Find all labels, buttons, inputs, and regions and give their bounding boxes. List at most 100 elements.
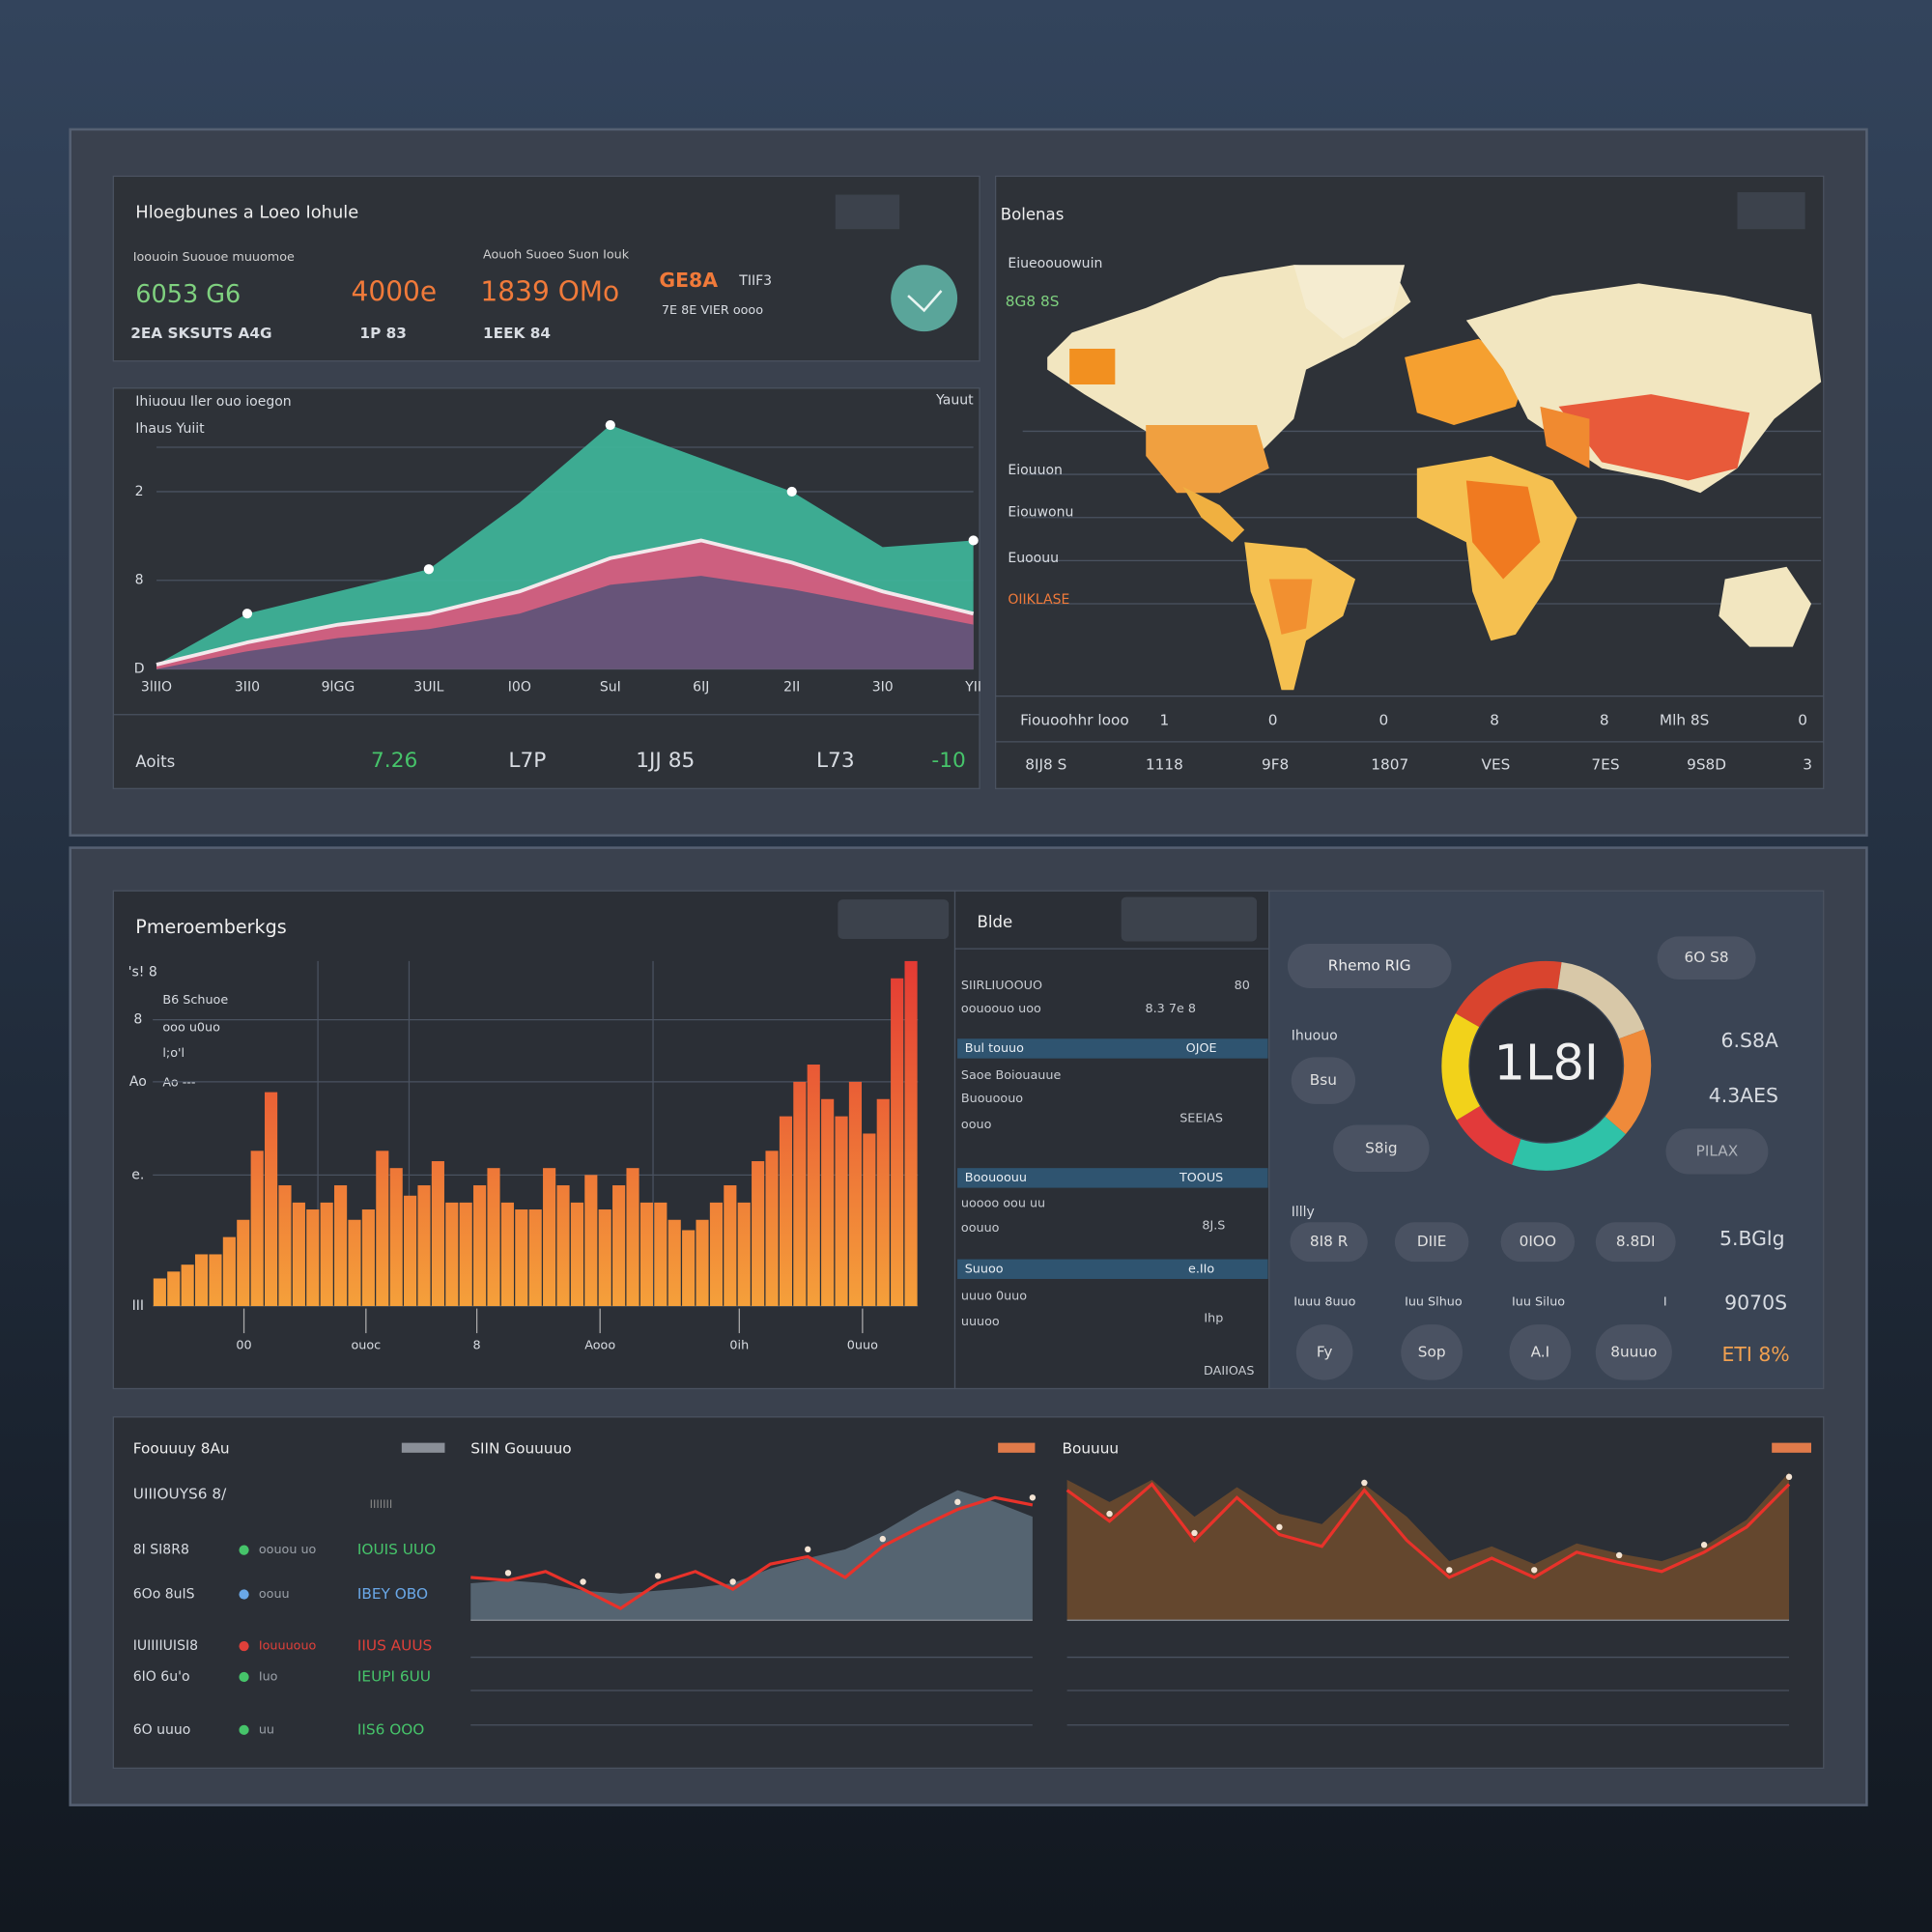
label: e.IIo	[1188, 1262, 1214, 1276]
point	[1700, 1542, 1708, 1548]
bar	[278, 1185, 292, 1307]
label: SEEIAS	[1179, 1112, 1223, 1126]
label: Pmeroemberkgs	[135, 916, 286, 938]
pill[interactable]	[1287, 944, 1452, 988]
label: 8.8DI	[1616, 1233, 1656, 1250]
label: 5.BGlg	[1719, 1227, 1785, 1250]
label: TOOUS	[1179, 1171, 1223, 1185]
pill[interactable]	[1657, 936, 1756, 980]
bar	[626, 1168, 639, 1307]
donut-segment	[1455, 960, 1562, 1028]
pill[interactable]	[1509, 1324, 1572, 1380]
icon-button[interactable]	[1121, 896, 1258, 942]
label: 6IO 6u'o	[133, 1669, 190, 1685]
icon-button[interactable]	[401, 1442, 445, 1453]
pill[interactable]	[1394, 1222, 1469, 1263]
label: UIIIOUYS6 8/	[133, 1486, 227, 1503]
point	[242, 609, 253, 619]
bar	[835, 1116, 848, 1307]
bar	[556, 1185, 570, 1307]
bar	[376, 1151, 389, 1307]
point	[504, 1570, 512, 1577]
label: Fiouoohhr looo	[1020, 712, 1129, 729]
icon-button[interactable]	[998, 1442, 1036, 1453]
label: VES	[1482, 756, 1511, 774]
donut-segment	[1441, 1013, 1481, 1121]
pill[interactable]	[1595, 1222, 1676, 1263]
label: 3	[1803, 756, 1812, 774]
pill[interactable]	[1295, 1324, 1353, 1380]
line	[470, 1495, 1034, 1610]
donut-segment	[1557, 962, 1645, 1039]
world-map	[1022, 265, 1822, 691]
label: SIIRLIUOOUO	[961, 979, 1042, 993]
label: 1JJ 85	[636, 749, 695, 773]
bar	[181, 1264, 194, 1307]
bar	[292, 1202, 305, 1307]
icon-button[interactable]	[835, 194, 900, 230]
icon-button[interactable]	[838, 899, 950, 939]
pill[interactable]	[1333, 1124, 1430, 1173]
label: OJOE	[1186, 1041, 1217, 1056]
label: 8	[473, 1338, 481, 1352]
bar	[543, 1168, 556, 1307]
pill[interactable]	[1401, 1324, 1463, 1380]
bar	[431, 1161, 444, 1307]
label: Ao	[129, 1074, 147, 1090]
label: Eiueoouowuin	[1008, 256, 1102, 271]
label: 2EA SKSUTS A4G	[130, 325, 271, 342]
bar	[153, 1278, 166, 1307]
label: Ihuouo	[1292, 1029, 1338, 1044]
list-header	[957, 1038, 1268, 1059]
label: 8.3 7e 8	[1146, 1002, 1196, 1016]
label: 0	[1268, 712, 1278, 729]
bar	[807, 1065, 820, 1307]
list-header	[957, 1259, 1268, 1279]
label: 1L8I	[1494, 1035, 1599, 1092]
bar	[904, 960, 918, 1307]
label: DIIE	[1417, 1233, 1446, 1250]
bar	[404, 1195, 417, 1307]
label: 00	[236, 1338, 251, 1352]
point	[1785, 1473, 1793, 1481]
bar	[876, 1098, 890, 1307]
label: 8uuuo	[1610, 1343, 1657, 1360]
label: 2II	[783, 680, 800, 696]
bar	[265, 1092, 278, 1307]
label: 2	[135, 484, 144, 499]
bar	[863, 1133, 876, 1307]
label: e.	[131, 1167, 144, 1182]
label: Boouoouu	[965, 1171, 1027, 1185]
icon-button[interactable]	[1737, 191, 1805, 230]
label: 9S8D	[1687, 756, 1726, 774]
point	[1361, 1479, 1368, 1487]
label: Ao ---	[162, 1076, 195, 1091]
label: Saoe Boiouauue	[961, 1068, 1062, 1083]
bar	[389, 1168, 403, 1307]
bar	[696, 1219, 709, 1307]
bar	[459, 1202, 472, 1307]
label: Rhemo RIG	[1328, 957, 1411, 975]
check-icon	[891, 265, 958, 332]
label: Aooo	[584, 1338, 615, 1352]
label: 4000e	[352, 276, 438, 308]
label: ooo u0uo	[162, 1020, 220, 1035]
bar	[848, 1081, 863, 1307]
pill[interactable]	[1595, 1324, 1672, 1380]
point	[954, 1498, 961, 1506]
label: Bul touuo	[965, 1041, 1024, 1056]
status-dot	[239, 1545, 249, 1555]
label: Iuo	[259, 1669, 278, 1684]
label: 0uuo	[847, 1338, 878, 1352]
pill[interactable]	[1500, 1222, 1576, 1263]
pill[interactable]	[1290, 1222, 1368, 1263]
label: 4.3AES	[1709, 1084, 1778, 1107]
pill[interactable]	[1665, 1128, 1769, 1175]
label: 8I SI8R8	[133, 1543, 189, 1558]
area	[1066, 1472, 1790, 1621]
icon-button[interactable]	[1772, 1442, 1811, 1453]
pill[interactable]	[1291, 1057, 1356, 1104]
label: 6O S8	[1685, 949, 1729, 966]
